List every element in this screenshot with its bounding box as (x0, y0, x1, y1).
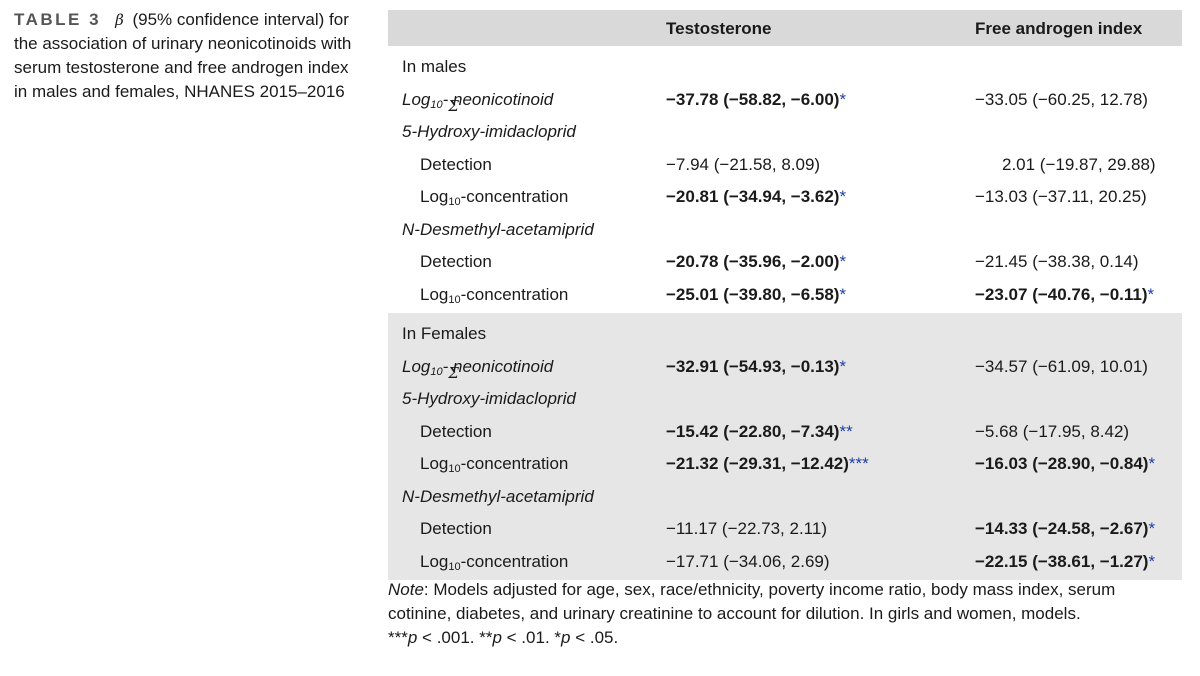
significance-marker: * (839, 187, 847, 206)
group-title: In Females (402, 324, 487, 343)
significance-marker: * (1148, 519, 1156, 538)
cell-free-androgen-index: −23.07 (−40.76, −0.11)* (975, 285, 1154, 305)
table-row: Log10- Σ neonicotinoid −32.91 (−54.93, −0.… (388, 350, 1182, 383)
table-row: Log10-concentration −25.01 (−39.80, −6.58… (388, 278, 1182, 311)
row-label: Log10- Σ neonicotinoid (402, 89, 554, 115)
fai-value: −33.05 (−60.25, 12.78) (975, 89, 1148, 109)
group-females: In Females Log10- Σ neonicotinoid −32.91 (−… (388, 313, 1182, 580)
row-label: 5-Hydroxy-imidacloprid (402, 389, 576, 408)
row-label: N-Desmethyl-acetamiprid (402, 486, 594, 506)
table-row: Log10-concentration −20.81 (−34.94, −3.62… (388, 180, 1182, 213)
row-label: Log10-concentration (420, 284, 569, 306)
cell-testosterone: −21.32 (−29.31, −12.42)*** (666, 454, 869, 474)
table-row: Detection −11.17 (−22.73, 2.11) −14.33 (−2… (388, 512, 1182, 545)
table-row: Log10- Σ neonicotinoid −37.78 (−58.82, −6.… (388, 83, 1182, 116)
cell-testosterone: −7.94 (−21.58, 8.09) (666, 155, 820, 175)
cell-free-androgen-index: −22.15 (−38.61, −1.27)* (975, 552, 1155, 572)
fai-value: −21.45 (−38.38, 0.14) (975, 252, 1139, 271)
row-label: Log10- Σ neonicotinoid (402, 356, 554, 382)
significance-marker: * (839, 89, 847, 109)
cell-testosterone: −37.78 (−58.82, −6.00)* (666, 90, 846, 110)
fai-value: 2.01 (−19.87, 29.88) (1002, 154, 1156, 174)
row-label: Log10-concentration (420, 187, 569, 208)
cell-testosterone: −32.91 (−54.93, −0.13)* (666, 357, 846, 377)
fai-value: −16.03 (−28.90, −0.84) (975, 454, 1149, 473)
fai-value: −5.68 (−17.95, 8.42) (975, 421, 1130, 441)
fai-value: −23.07 (−40.76, −0.11) (975, 284, 1148, 304)
cell-testosterone: −25.01 (−39.80, −6.58)* (666, 285, 846, 305)
column-header-free-androgen-index: Free androgen index (975, 19, 1143, 38)
table-caption: TABLE 3 β (95% confidence interval) for t… (14, 8, 359, 104)
group-title-row: In males (388, 50, 1182, 83)
note-text: : Models adjusted for age, sex, race/eth… (388, 580, 1116, 623)
cell-free-androgen-index: 2.01 (−19.87, 29.88) (1002, 155, 1156, 175)
table-header: Testosterone Free androgen index (388, 10, 1182, 46)
testosterone-value: −20.78 (−35.96, −2.00) (666, 252, 840, 271)
note-pvalues: ***p < .001. **p < .01. *p < .05. (388, 628, 619, 647)
testosterone-value: −32.91 (−54.93, −0.13) (666, 356, 840, 376)
caption-text: (95% confidence interval) for the associ… (14, 10, 352, 101)
row-label: 5-Hydroxy-imidacloprid (402, 122, 576, 141)
testosterone-value: −20.81 (−34.94, −3.62) (666, 187, 840, 206)
fai-value: −34.57 (−61.09, 10.01) (975, 356, 1148, 376)
table-row: N-Desmethyl-acetamiprid (388, 480, 1182, 513)
row-label: Log10-concentration (420, 454, 569, 475)
significance-marker: * (839, 284, 847, 304)
fai-value: −22.15 (−38.61, −1.27) (975, 551, 1149, 571)
cell-testosterone: −20.78 (−35.96, −2.00)* (666, 252, 846, 272)
significance-marker: * (839, 356, 847, 376)
table-row: Log10-concentration −21.32 (−29.31, −12.4… (388, 447, 1182, 480)
testosterone-value: −17.71 (−34.06, 2.69) (666, 551, 830, 571)
row-label: Detection (420, 252, 492, 271)
significance-marker: * (1147, 284, 1155, 304)
testosterone-value: −21.32 (−29.31, −12.42) (666, 454, 849, 473)
group-males: In males Log10- Σ neonicotinoid −37.78 (−58… (388, 46, 1182, 313)
row-label: Detection (420, 154, 492, 174)
fai-value: −14.33 (−24.58, −2.67) (975, 519, 1149, 538)
testosterone-value: −7.94 (−21.58, 8.09) (666, 154, 821, 174)
table-label: TABLE 3 (14, 10, 102, 29)
table-row: 5-Hydroxy-imidacloprid (388, 115, 1182, 148)
significance-marker: * (1148, 454, 1156, 473)
group-title-row: In Females (388, 317, 1182, 350)
cell-free-androgen-index: −21.45 (−38.38, 0.14) (975, 252, 1139, 272)
row-label: Log10-concentration (420, 551, 569, 573)
significance-marker: *** (848, 454, 869, 473)
testosterone-value: −15.42 (−22.80, −7.34) (666, 421, 840, 441)
cell-testosterone: −17.71 (−34.06, 2.69) (666, 552, 830, 572)
cell-testosterone: −15.42 (−22.80, −7.34)** (666, 422, 853, 442)
cell-free-androgen-index: −34.57 (−61.09, 10.01) (975, 357, 1148, 377)
fai-value: −13.03 (−37.11, 20.25) (975, 187, 1147, 206)
cell-testosterone: −11.17 (−22.73, 2.11) (666, 519, 827, 539)
testosterone-value: −11.17 (−22.73, 2.11) (666, 519, 827, 538)
beta-symbol: β (115, 11, 124, 29)
table-row: Log10-concentration −17.71 (−34.06, 2.69)… (388, 545, 1182, 578)
cell-free-androgen-index: −16.03 (−28.90, −0.84)* (975, 454, 1155, 474)
table-note: Note: Models adjusted for age, sex, race… (388, 578, 1148, 650)
table-row: N-Desmethyl-acetamiprid (388, 213, 1182, 246)
significance-marker: ** (839, 421, 853, 441)
table-row: 5-Hydroxy-imidacloprid (388, 382, 1182, 415)
table-row: Detection −20.78 (−35.96, −2.00)* −21.45 (… (388, 245, 1182, 278)
results-table: Testosterone Free androgen index In male… (388, 10, 1182, 580)
table-row: Detection −15.42 (−22.80, −7.34)** −5.68 (… (388, 415, 1182, 448)
group-title: In males (402, 57, 467, 76)
cell-testosterone: −20.81 (−34.94, −3.62)* (666, 187, 846, 207)
row-label: N-Desmethyl-acetamiprid (402, 219, 594, 239)
row-label: Detection (420, 421, 492, 441)
row-label: Detection (420, 519, 492, 538)
cell-free-androgen-index: −33.05 (−60.25, 12.78) (975, 90, 1148, 110)
significance-marker: * (1148, 551, 1156, 571)
testosterone-value: −25.01 (−39.80, −6.58) (666, 284, 840, 304)
cell-free-androgen-index: −13.03 (−37.11, 20.25) (975, 187, 1147, 207)
note-label: Note (388, 580, 424, 599)
column-header-testosterone: Testosterone (666, 19, 772, 38)
testosterone-value: −37.78 (−58.82, −6.00) (666, 89, 840, 109)
cell-free-androgen-index: −14.33 (−24.58, −2.67)* (975, 519, 1155, 539)
significance-marker: * (839, 252, 847, 271)
table-row: Detection −7.94 (−21.58, 8.09) 2.01 (−19.8… (388, 148, 1182, 181)
table-body: In males Log10- Σ neonicotinoid −37.78 (−58… (388, 46, 1182, 580)
cell-free-androgen-index: −5.68 (−17.95, 8.42) (975, 422, 1129, 442)
